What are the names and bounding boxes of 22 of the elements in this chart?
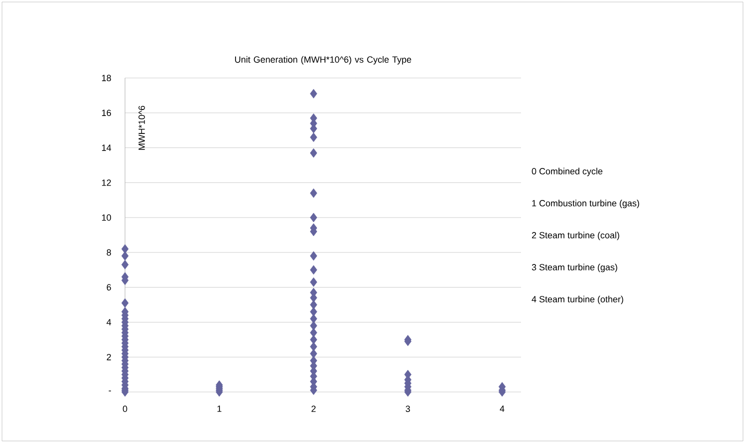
y-tick-label: 8 <box>106 249 111 256</box>
y-tick-label: 2 <box>106 354 111 360</box>
x-tick-label: 2 <box>312 406 316 412</box>
text: 0 Combined cycle <box>532 168 602 176</box>
x-tick-label: 3 <box>406 406 410 412</box>
y-tick-label: 18 <box>102 74 111 82</box>
y-tick-label: 10 <box>102 214 112 221</box>
y-tick-label: 12 <box>102 180 111 186</box>
y-tick-label: 16 <box>102 110 111 116</box>
x-tick-label: 4 <box>500 406 504 412</box>
x-tick-label: 1 <box>217 406 222 412</box>
text: 1 Combustion turbine (gas) <box>532 200 640 208</box>
text: 2 Steam turbine (coal) <box>532 232 620 240</box>
text: 3 Steam turbine (gas) <box>532 264 618 272</box>
text: 4 Steam turbine (other) <box>532 296 624 304</box>
y-tick-label: 6 <box>106 284 111 290</box>
y-tick-label: 14 <box>102 144 112 151</box>
y-tick-label: - <box>108 390 111 392</box>
y-tick-label: 4 <box>106 319 112 326</box>
y-axis-title: MWH*10^6 <box>138 106 145 150</box>
chart-title: Unit Generation (MWH*10^6) vs Cycle Type <box>235 56 412 64</box>
x-tick-label: 0 <box>122 406 128 412</box>
